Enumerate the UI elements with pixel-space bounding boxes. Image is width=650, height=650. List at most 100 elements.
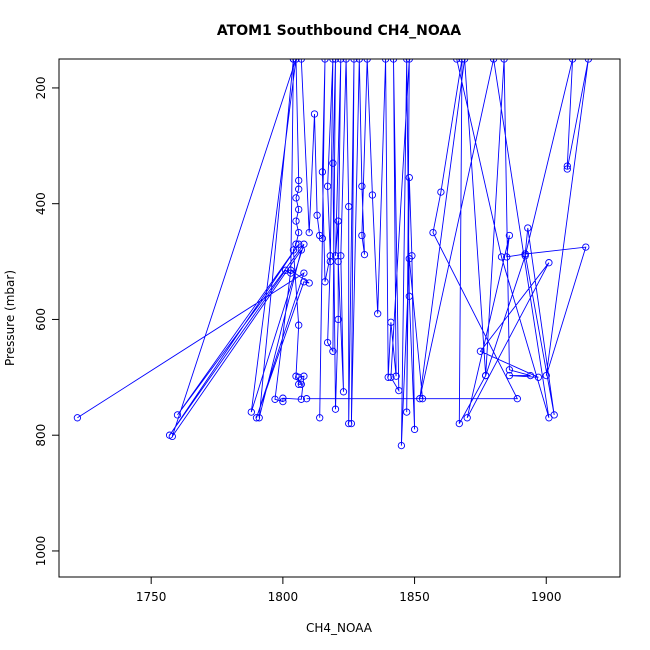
data-point	[545, 259, 553, 267]
data-point	[482, 371, 490, 380]
data-point	[329, 59, 337, 63]
data-point	[563, 165, 571, 173]
data-point	[292, 59, 300, 63]
data-point	[418, 395, 427, 403]
data-point	[405, 173, 413, 182]
data-point	[295, 228, 303, 237]
data-point	[281, 266, 290, 274]
data-point	[368, 191, 377, 199]
y-tick-label: 800	[34, 424, 48, 447]
data-point	[505, 371, 514, 380]
data-point	[397, 441, 406, 450]
data-point	[329, 347, 337, 355]
data-point	[524, 224, 532, 232]
data-point	[289, 59, 298, 63]
data-point	[345, 419, 353, 428]
data-point	[429, 228, 437, 237]
data-point	[318, 168, 327, 176]
data-point	[279, 394, 287, 402]
data-point	[387, 373, 395, 381]
plot-region	[73, 59, 593, 450]
data-point	[313, 211, 321, 219]
x-tick-label: 1900	[531, 590, 562, 604]
data-point	[247, 408, 255, 416]
data-point	[500, 59, 508, 63]
data-point	[355, 59, 363, 63]
data-point	[476, 347, 485, 355]
data-point	[358, 231, 366, 240]
data-point	[295, 240, 303, 248]
data-point	[316, 414, 324, 422]
data-point	[287, 266, 295, 274]
chart-title: ATOM1 Southbound CH4_NOAA	[217, 23, 461, 39]
data-point	[331, 252, 340, 260]
data-point	[329, 159, 337, 167]
data-point	[295, 380, 303, 388]
data-point	[305, 279, 313, 287]
data-point	[302, 395, 311, 403]
data-point	[347, 419, 356, 428]
data-point	[584, 59, 593, 63]
data-point	[489, 59, 498, 63]
data-point	[337, 252, 345, 260]
x-tick-label: 1800	[268, 590, 299, 604]
data-point	[295, 185, 303, 193]
data-point	[339, 388, 348, 396]
data-point	[503, 253, 511, 261]
data-point	[337, 59, 345, 63]
data-point	[334, 217, 342, 225]
data-point	[521, 252, 529, 260]
series-line	[77, 59, 589, 446]
data-point	[292, 372, 300, 380]
data-point	[405, 292, 413, 300]
data-point	[295, 176, 303, 185]
y-tick-label: 200	[34, 76, 48, 99]
data-point	[173, 411, 182, 419]
data-point	[297, 395, 305, 403]
data-point	[289, 246, 298, 254]
data-point	[305, 228, 313, 237]
data-point	[384, 373, 392, 381]
data-point	[381, 59, 390, 63]
plot-frame	[58, 58, 621, 578]
data-point	[568, 59, 577, 63]
data-point	[331, 59, 340, 63]
data-point	[389, 59, 398, 63]
data-point	[363, 59, 371, 63]
x-tick-label: 1850	[399, 590, 430, 604]
y-tick-label: 600	[34, 308, 48, 331]
data-point	[582, 243, 590, 251]
data-point	[300, 269, 308, 277]
data-point	[463, 414, 471, 422]
data-point	[292, 217, 300, 225]
data-point	[321, 59, 329, 63]
data-point	[374, 310, 382, 318]
data-point	[334, 315, 342, 324]
data-point	[521, 250, 529, 258]
data-point	[405, 255, 413, 263]
data-point	[455, 419, 463, 428]
data-point	[271, 395, 279, 403]
data-point	[252, 414, 261, 422]
data-point	[350, 59, 358, 63]
data-point	[410, 425, 419, 434]
data-point	[403, 408, 411, 416]
data-point	[300, 372, 308, 380]
data-point	[526, 371, 535, 380]
data-point	[73, 414, 82, 422]
data-point	[297, 246, 305, 254]
y-axis: 200 400 600 800 1000	[34, 76, 59, 566]
data-point	[334, 257, 342, 266]
data-point	[323, 182, 332, 190]
x-tick-label: 1750	[136, 590, 167, 604]
data-point	[300, 278, 308, 286]
data-point	[310, 110, 319, 118]
data-point	[345, 202, 353, 211]
data-point	[563, 162, 571, 170]
data-point	[395, 386, 403, 395]
data-point	[342, 59, 350, 63]
data-point	[387, 318, 395, 326]
data-point	[392, 372, 400, 380]
data-point	[403, 59, 411, 63]
